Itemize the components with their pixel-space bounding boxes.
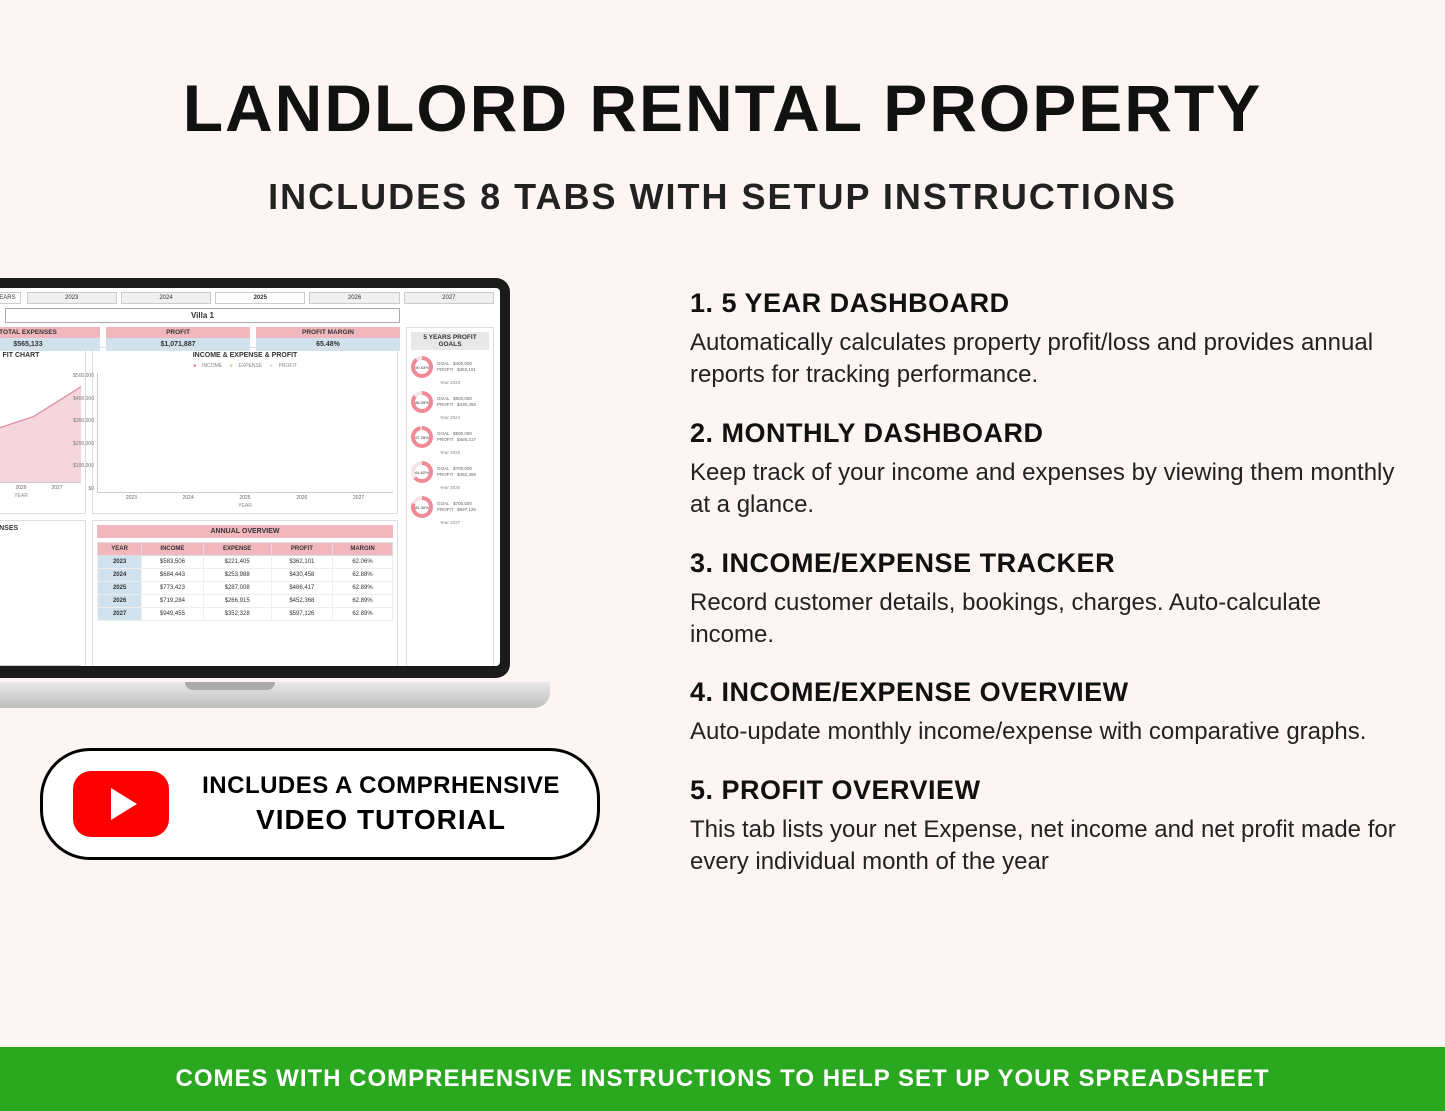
goal-item: 64.62% GOAL $700,000PROFIT $452,368 — [411, 461, 489, 483]
feature-body: This tab lists your net Expense, net inc… — [690, 814, 1405, 879]
year-tab-2026: 2026 — [309, 292, 399, 304]
table-header: YEAR — [98, 543, 142, 556]
kpi-label: TOTAL EXPENSES — [0, 327, 100, 338]
feature-item: 2. MONTHLY DASHBOARD Keep track of your i… — [690, 418, 1405, 522]
table-header: MARGIN — [333, 543, 393, 556]
profit-chart-xlabel: YEAR — [0, 493, 81, 499]
feature-item: 4. INCOME/EXPENSE OVERVIEW Auto-update mo… — [690, 677, 1405, 748]
features-list: 1. 5 YEAR DASHBOARD Automatically calcula… — [690, 278, 1405, 905]
goal-text: GOAL $700,000PROFIT $452,368 — [437, 466, 476, 478]
table-header: INCOME — [142, 543, 203, 556]
hero-title: LANDLORD RENTAL PROPERTY — [0, 0, 1445, 146]
bar-chart-legend: ■INCOME ■EXPENSE ■PROFIT — [97, 363, 393, 369]
feature-title: 2. MONTHLY DASHBOARD — [690, 418, 1405, 449]
youtube-icon — [73, 771, 169, 837]
goal-donut: 97.28% — [411, 426, 433, 448]
feature-body: Record customer details, bookings, charg… — [690, 587, 1405, 652]
feature-title: 1. 5 YEAR DASHBOARD — [690, 288, 1405, 319]
year-tab-2023: 2023 — [27, 292, 117, 304]
goal-donut: 86.09% — [411, 391, 433, 413]
year-tab-2027: 2027 — [404, 292, 494, 304]
table-header: PROFIT — [271, 543, 332, 556]
feature-item: 1. 5 YEAR DASHBOARD Automatically calcula… — [690, 288, 1405, 392]
profit-chart-title: FIT CHART — [0, 352, 81, 359]
goal-donut: 64.62% — [411, 461, 433, 483]
goals-title: 5 YEARS PROFIT GOALS — [411, 332, 489, 350]
laptop-mockup: CALENDAR YEARS 20232024202520262027 PROP… — [0, 278, 530, 708]
goal-text: GOAL $500,000PROFIT $486,417 — [437, 431, 476, 443]
kpi-label: PROFIT MARGIN — [256, 327, 400, 338]
feature-body: Auto-update monthly income/expense with … — [690, 716, 1405, 748]
annual-table-title: ANNUAL OVERVIEW — [97, 525, 393, 538]
goal-text: GOAL $700,000PROFIT $597,126 — [437, 501, 476, 513]
table-row: 2023$583,506$221,405$362,10162.06% — [98, 556, 393, 569]
feature-item: 3. INCOME/EXPENSE TRACKER Record customer… — [690, 548, 1405, 652]
feature-body: Automatically calculates property profit… — [690, 327, 1405, 392]
calendar-years-label: CALENDAR YEARS — [0, 292, 21, 304]
goal-donut: 90.53% — [411, 356, 433, 378]
dashboard-screenshot: CALENDAR YEARS 20232024202520262027 PROP… — [0, 288, 500, 666]
video-line-2: VIDEO TUTORIAL — [195, 804, 567, 836]
table-row: 2026$719,284$266,915$452,36862.89% — [98, 595, 393, 608]
bar-chart-xlabel: YEAR — [97, 503, 393, 509]
ie-chart-title: ME & EXPENSES — [0, 525, 81, 532]
video-tutorial-callout: INCLUDES A COMPRHENSIVE VIDEO TUTORIAL — [40, 748, 600, 860]
kpi-label: PROFIT — [106, 327, 250, 338]
year-tab-2025: 2025 — [215, 292, 305, 304]
feature-title: 4. INCOME/EXPENSE OVERVIEW — [690, 677, 1405, 708]
property-value: Villa 1 — [5, 308, 400, 323]
feature-title: 5. PROFIT OVERVIEW — [690, 775, 1405, 806]
feature-title: 3. INCOME/EXPENSE TRACKER — [690, 548, 1405, 579]
goal-item: 97.28% GOAL $500,000PROFIT $486,417 — [411, 426, 489, 448]
table-row: 2027$949,455$352,328$597,12662.89% — [98, 608, 393, 621]
annual-overview-table: YEARINCOMEEXPENSEPROFITMARGIN2023$583,50… — [97, 542, 393, 621]
video-line-1: INCLUDES A COMPRHENSIVE — [195, 772, 567, 800]
goal-donut: 81.30% — [411, 496, 433, 518]
bar-chart-title: INCOME & EXPENSE & PROFIT — [97, 352, 393, 359]
year-tab-2024: 2024 — [121, 292, 211, 304]
goal-text: GOAL $400,000PROFIT $362,101 — [437, 361, 476, 373]
table-row: 2025$773,423$287,008$486,41762.89% — [98, 582, 393, 595]
table-header: EXPENSE — [203, 543, 271, 556]
feature-item: 5. PROFIT OVERVIEW This tab lists your ne… — [690, 775, 1405, 879]
goal-item: 86.09% GOAL $500,000PROFIT $430,458 — [411, 391, 489, 413]
footer-banner: COMES WITH COMPREHENSIVE INSTRUCTIONS TO… — [0, 1047, 1445, 1111]
table-row: 2024$684,443$253,988$430,45862.88% — [98, 569, 393, 582]
hero-subtitle: INCLUDES 8 TABS WITH SETUP INSTRUCTIONS — [0, 176, 1445, 218]
goal-item: 90.53% GOAL $400,000PROFIT $362,101 — [411, 356, 489, 378]
goal-text: GOAL $500,000PROFIT $430,458 — [437, 396, 476, 408]
feature-body: Keep track of your income and expenses b… — [690, 457, 1405, 522]
goal-item: 81.30% GOAL $700,000PROFIT $597,126 — [411, 496, 489, 518]
